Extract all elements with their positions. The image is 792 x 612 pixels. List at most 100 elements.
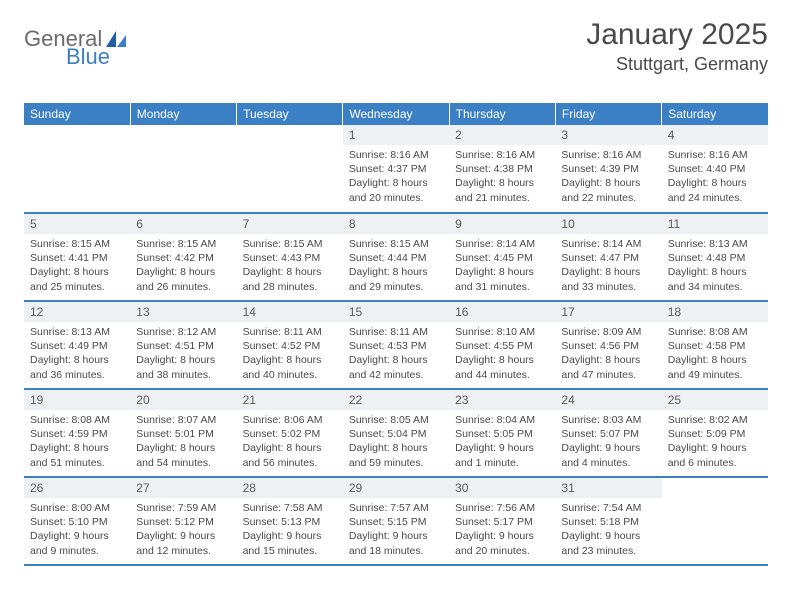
daylight-minutes: 21 — [476, 192, 488, 204]
sunset-value: 4:47 PM — [600, 252, 639, 264]
sunset-value: 5:09 PM — [706, 428, 745, 440]
day-details: Sunrise: 8:07 AMSunset: 5:01 PMDaylight:… — [130, 410, 236, 474]
daylight-minutes: 49 — [688, 369, 700, 381]
day-number: 24 — [555, 390, 661, 410]
daylight-minutes: 20 — [369, 192, 381, 204]
sunset-value: 5:01 PM — [175, 428, 214, 440]
day-number: 11 — [662, 214, 768, 234]
sunset-value: 4:45 PM — [494, 252, 533, 264]
title-block: January 2025 Stuttgart, Germany — [586, 18, 768, 75]
sunset-value: 4:43 PM — [281, 252, 320, 264]
day-number: 19 — [24, 390, 130, 410]
daylight-hours: 8 — [499, 177, 505, 189]
sunset-value: 4:53 PM — [387, 340, 426, 352]
day-details: Sunrise: 8:08 AMSunset: 4:59 PMDaylight:… — [24, 410, 130, 474]
calendar-table: SundayMondayTuesdayWednesdayThursdayFrid… — [24, 103, 768, 566]
calendar-day-cell: 17Sunrise: 8:09 AMSunset: 4:56 PMDayligh… — [555, 301, 661, 389]
daylight-minutes: 51 — [50, 457, 62, 469]
daylight-hours: 9 — [286, 530, 292, 542]
calendar-day-cell: 9Sunrise: 8:14 AMSunset: 4:45 PMDaylight… — [449, 213, 555, 301]
sunset-value: 5:12 PM — [175, 516, 214, 528]
sunrise-value: 8:10 AM — [497, 326, 536, 338]
sunrise-value: 8:16 AM — [709, 149, 748, 161]
calendar-day-cell: 20Sunrise: 8:07 AMSunset: 5:01 PMDayligh… — [130, 389, 236, 477]
daylight-minutes: 47 — [582, 369, 594, 381]
month-title: January 2025 — [586, 18, 768, 52]
calendar-day-cell: .. — [24, 125, 130, 213]
sunset-value: 5:05 PM — [494, 428, 533, 440]
weekday-header: Saturday — [662, 103, 768, 125]
daylight-hours: 9 — [74, 530, 80, 542]
sunset-value: 4:52 PM — [281, 340, 320, 352]
day-details: Sunrise: 7:56 AMSunset: 5:17 PMDaylight:… — [449, 498, 555, 562]
weekday-header: Wednesday — [343, 103, 449, 125]
day-number: 28 — [237, 478, 343, 498]
daylight-hours: 8 — [180, 354, 186, 366]
day-number: 22 — [343, 390, 449, 410]
sunrise-value: 8:02 AM — [709, 414, 748, 426]
calendar-day-cell: 21Sunrise: 8:06 AMSunset: 5:02 PMDayligh… — [237, 389, 343, 477]
day-number: 20 — [130, 390, 236, 410]
sunrise-value: 8:16 AM — [390, 149, 429, 161]
day-details: Sunrise: 8:04 AMSunset: 5:05 PMDaylight:… — [449, 410, 555, 474]
daylight-minutes: 18 — [369, 545, 381, 557]
calendar-week-row: 19Sunrise: 8:08 AMSunset: 4:59 PMDayligh… — [24, 389, 768, 477]
calendar-day-cell: 7Sunrise: 8:15 AMSunset: 4:43 PMDaylight… — [237, 213, 343, 301]
daylight-hours: 9 — [605, 442, 611, 454]
daylight-hours: 8 — [711, 177, 717, 189]
daylight-hours: 9 — [499, 530, 505, 542]
day-number: 17 — [555, 302, 661, 322]
daylight-hours: 8 — [180, 266, 186, 278]
sunset-value: 4:56 PM — [600, 340, 639, 352]
day-details: Sunrise: 8:11 AMSunset: 4:52 PMDaylight:… — [237, 322, 343, 386]
daylight-hours: 8 — [286, 266, 292, 278]
sunrise-value: 8:09 AM — [603, 326, 642, 338]
sunrise-value: 8:16 AM — [497, 149, 536, 161]
daylight-hours: 8 — [286, 354, 292, 366]
calendar-day-cell: .. — [130, 125, 236, 213]
daylight-minutes: 59 — [369, 457, 381, 469]
daylight-hours: 8 — [393, 266, 399, 278]
daylight-hours: 8 — [180, 442, 186, 454]
day-number: 1 — [343, 125, 449, 145]
day-details: Sunrise: 8:13 AMSunset: 4:48 PMDaylight:… — [662, 234, 768, 298]
daylight-hours: 8 — [499, 354, 505, 366]
sunset-value: 4:55 PM — [494, 340, 533, 352]
daylight-hours: 9 — [393, 530, 399, 542]
day-number: 18 — [662, 302, 768, 322]
calendar-day-cell: 6Sunrise: 8:15 AMSunset: 4:42 PMDaylight… — [130, 213, 236, 301]
calendar-week-row: 26Sunrise: 8:00 AMSunset: 5:10 PMDayligh… — [24, 477, 768, 565]
sunrise-value: 8:12 AM — [178, 326, 217, 338]
sunrise-value: 8:15 AM — [71, 238, 110, 250]
daylight-minutes: 1 — [476, 457, 482, 469]
sunset-value: 5:04 PM — [387, 428, 426, 440]
day-number: 13 — [130, 302, 236, 322]
calendar-day-cell: 27Sunrise: 7:59 AMSunset: 5:12 PMDayligh… — [130, 477, 236, 565]
day-details: Sunrise: 8:14 AMSunset: 4:47 PMDaylight:… — [555, 234, 661, 298]
day-details: Sunrise: 8:15 AMSunset: 4:41 PMDaylight:… — [24, 234, 130, 298]
daylight-hours: 8 — [74, 442, 80, 454]
day-details: Sunrise: 8:09 AMSunset: 4:56 PMDaylight:… — [555, 322, 661, 386]
day-number: 5 — [24, 214, 130, 234]
sunset-value: 4:41 PM — [69, 252, 108, 264]
daylight-hours: 9 — [711, 442, 717, 454]
day-number: 7 — [237, 214, 343, 234]
weekday-header: Thursday — [449, 103, 555, 125]
day-details: Sunrise: 8:15 AMSunset: 4:42 PMDaylight:… — [130, 234, 236, 298]
daylight-hours: 8 — [393, 442, 399, 454]
day-details: Sunrise: 8:16 AMSunset: 4:37 PMDaylight:… — [343, 145, 449, 209]
calendar-body: ......1Sunrise: 8:16 AMSunset: 4:37 PMDa… — [24, 125, 768, 565]
sunset-value: 5:13 PM — [281, 516, 320, 528]
sunrise-value: 8:05 AM — [390, 414, 429, 426]
sunset-value: 4:59 PM — [69, 428, 108, 440]
sunset-value: 4:49 PM — [69, 340, 108, 352]
day-number: 4 — [662, 125, 768, 145]
daylight-hours: 9 — [605, 530, 611, 542]
sunrise-value: 8:15 AM — [390, 238, 429, 250]
sunrise-value: 8:16 AM — [603, 149, 642, 161]
day-details: Sunrise: 8:16 AMSunset: 4:40 PMDaylight:… — [662, 145, 768, 209]
calendar-day-cell: 14Sunrise: 8:11 AMSunset: 4:52 PMDayligh… — [237, 301, 343, 389]
sunset-value: 4:48 PM — [706, 252, 745, 264]
calendar-day-cell: 26Sunrise: 8:00 AMSunset: 5:10 PMDayligh… — [24, 477, 130, 565]
day-number: 29 — [343, 478, 449, 498]
